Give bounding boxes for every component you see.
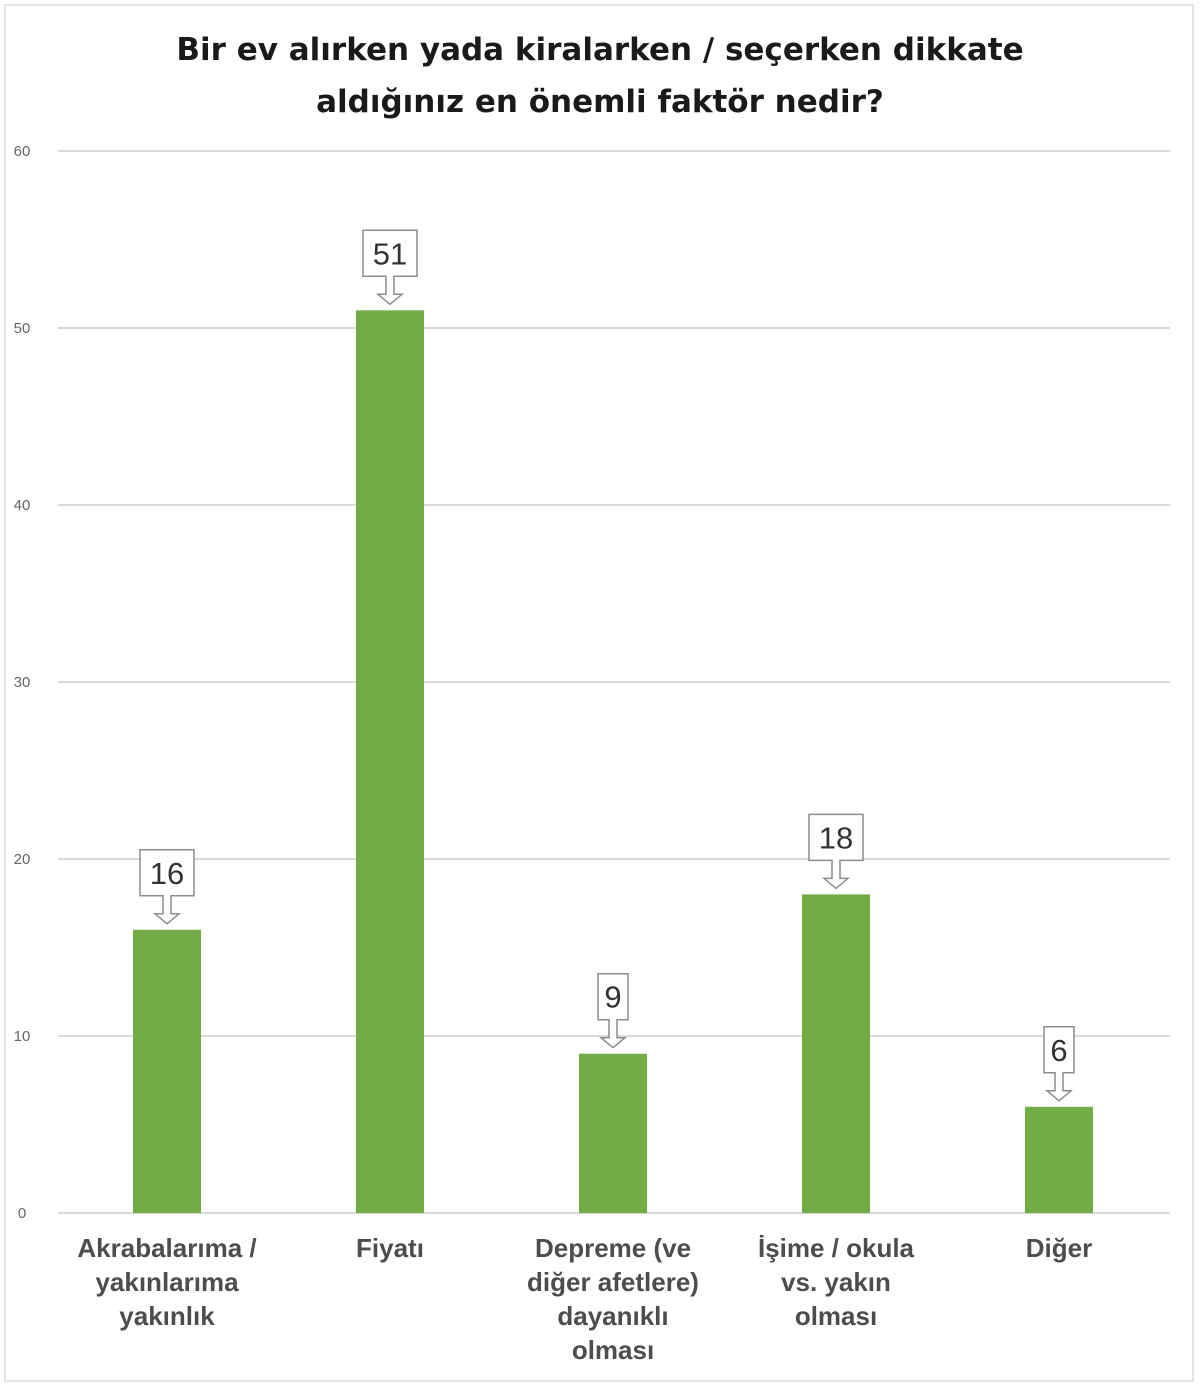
x-tick-label: vs. yakın (781, 1267, 891, 1297)
y-tick-label: 10 (14, 1028, 31, 1045)
bar (133, 929, 201, 1213)
chart-frame (4, 4, 1194, 1382)
x-tick-label: yakınlarıma (95, 1267, 239, 1297)
x-tick-label: İşime / okula (758, 1233, 915, 1263)
x-tick-label: dayanıklı (557, 1301, 668, 1331)
data-label: 6 (1050, 1033, 1067, 1068)
y-tick-label: 30 (14, 674, 31, 691)
data-label: 51 (373, 236, 407, 271)
chart-title: Bir ev alırken yada kiralarken / seçerke… (0, 24, 1200, 128)
y-tick-label: 50 (14, 320, 31, 337)
data-label-callout (139, 849, 195, 925)
x-tick-label: Fiyatı (356, 1233, 424, 1263)
x-tick-label: Diğer (1026, 1233, 1092, 1263)
x-tick-label: olması (572, 1335, 654, 1365)
data-label: 16 (150, 856, 184, 891)
bar (356, 310, 424, 1213)
chart-title-line-1: Bir ev alırken yada kiralarken / seçerke… (176, 32, 1024, 68)
y-tick-label: 20 (14, 851, 31, 868)
bar (802, 894, 870, 1213)
data-label-callout (597, 972, 629, 1049)
x-tick-label: diğer afetlere) (527, 1267, 699, 1297)
x-tick-label: Depreme (ve (535, 1233, 691, 1263)
chart-title-line-2: aldığınız en önemli faktör nedir? (316, 84, 884, 120)
data-label-callout (1043, 1026, 1075, 1102)
x-tick-label: olması (795, 1301, 877, 1331)
data-label-callout (808, 813, 864, 890)
y-tick-label: 0 (18, 1205, 26, 1222)
x-tick-label: Akrabalarıma / (77, 1233, 256, 1263)
bar (579, 1053, 647, 1213)
bar (1025, 1106, 1093, 1213)
y-tick-label: 60 (14, 143, 31, 160)
data-label: 9 (604, 980, 621, 1015)
y-tick-label: 40 (14, 497, 31, 514)
data-label: 18 (819, 820, 853, 855)
data-label-callout (362, 229, 418, 306)
x-tick-label: yakınlık (119, 1301, 215, 1331)
